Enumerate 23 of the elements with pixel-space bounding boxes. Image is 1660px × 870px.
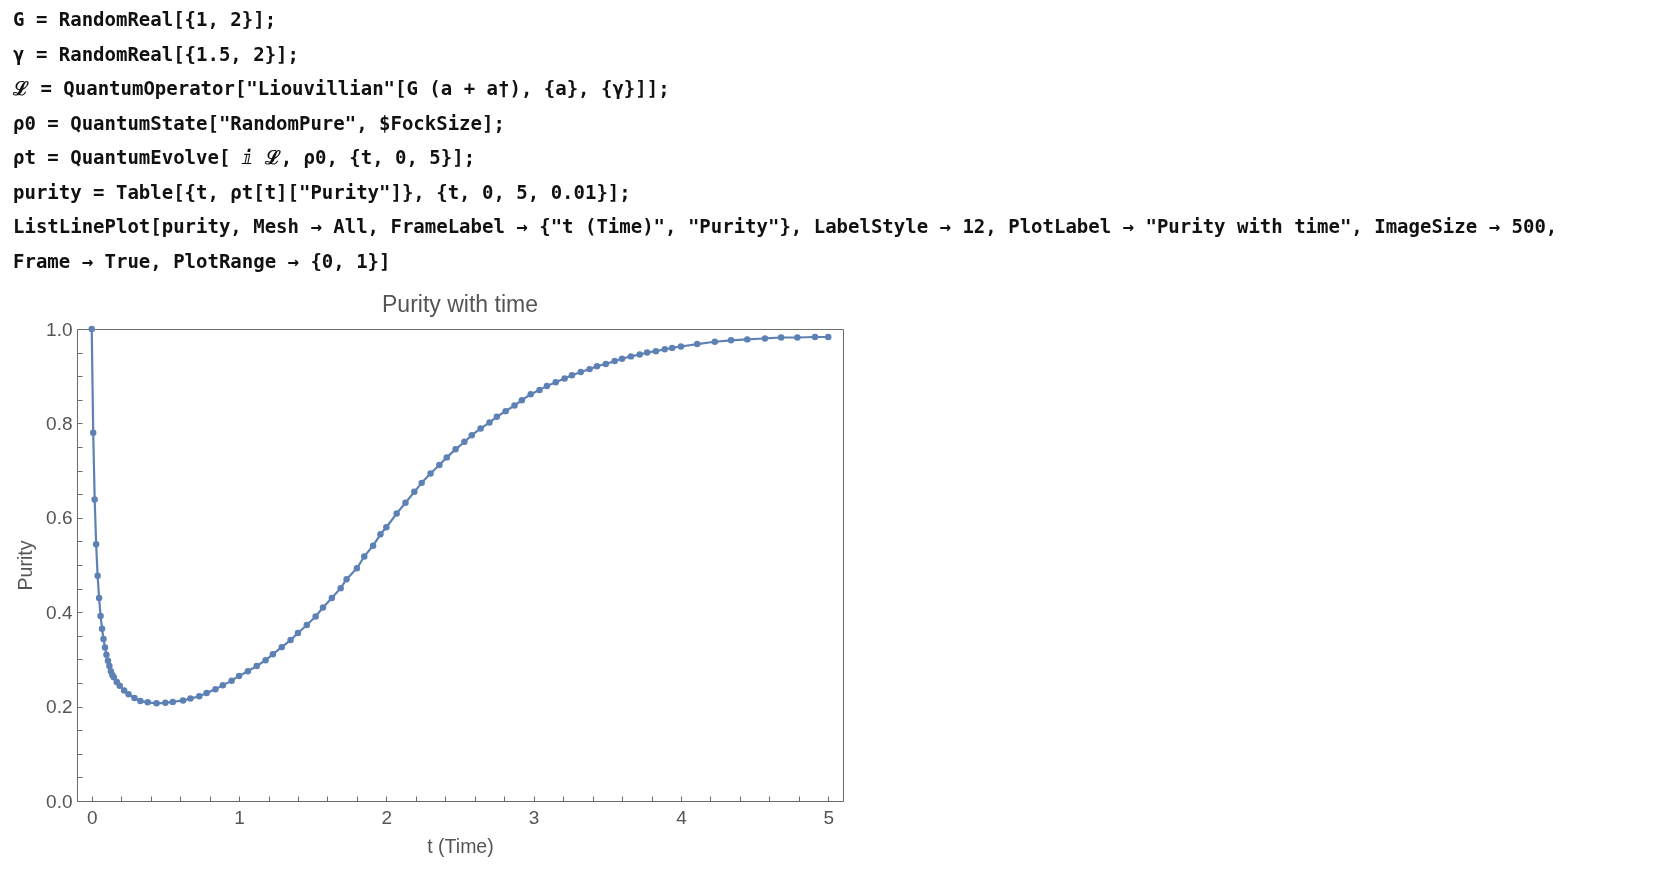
x-tick-label: 3 (528, 806, 540, 828)
text: G = RandomReal[{1, 2}]; (13, 8, 277, 30)
text: Frame → True, PlotRange → {0, 1}] (13, 250, 391, 272)
chart-title: Purity with time (382, 291, 538, 317)
x-tick-label: 4 (676, 806, 688, 828)
x-tick-label: 0 (86, 806, 98, 828)
y-axis-title: Purity (14, 540, 37, 591)
text: ListLinePlot[purity, Mesh → All, FrameLabel → {"t (Time)", "Purity"}, LabelStyle → 12, PlotLabel → "Purity with time", ImageSize → 500, (13, 215, 1558, 238)
text: ρ0 = QuantumState["RandomPure", $FockSize]; (13, 111, 505, 134)
y-tick-label: 0.6 (46, 507, 73, 529)
text: γ = RandomReal[{1.5, 2}]; (13, 42, 299, 65)
x-axis-title: t (Time) (427, 834, 494, 857)
text: ρt = QuantumEvolve[ ⅈ ℒ, ρ0, {t, 0, 5}]; (13, 146, 476, 169)
x-tick-label: 1 (234, 806, 245, 828)
text: purity = Table[{t, ρt[t]["Purity"]}, {t, 0, 5, 0.01}]; (13, 180, 631, 203)
x-tick-label: 2 (381, 806, 393, 828)
y-tick-label: 0.8 (46, 412, 73, 434)
y-tick-label: 1.0 (46, 318, 73, 340)
y-tick-label: 0.4 (46, 601, 73, 623)
y-tick-label: 0.2 (46, 696, 73, 718)
y-tick-label: 0.0 (46, 790, 73, 812)
x-tick-label: 5 (823, 806, 835, 828)
text: ℒ = QuantumOperator["Liouvillian"[G (a + a†), {a}, {γ}]]; (12, 77, 670, 100)
